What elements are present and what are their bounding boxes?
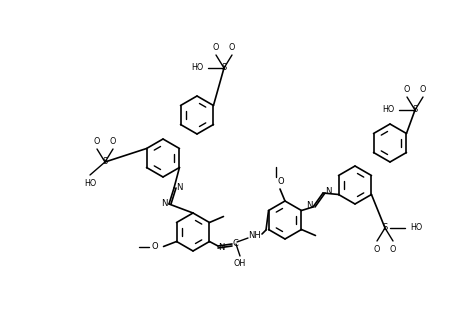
Text: O: O xyxy=(213,44,219,53)
Text: N: N xyxy=(218,243,224,252)
Text: O: O xyxy=(94,137,100,146)
Text: N: N xyxy=(325,187,331,196)
Text: OH: OH xyxy=(234,259,246,269)
Text: S: S xyxy=(382,223,388,233)
Text: HO: HO xyxy=(382,105,394,115)
Text: O: O xyxy=(229,44,235,53)
Text: O: O xyxy=(374,244,380,254)
Text: HO: HO xyxy=(84,178,96,187)
Text: O: O xyxy=(151,242,158,251)
Text: NH: NH xyxy=(248,232,260,240)
Text: N: N xyxy=(176,183,182,192)
Text: HO: HO xyxy=(191,64,203,73)
Text: S: S xyxy=(102,157,108,167)
Text: HO: HO xyxy=(410,223,422,233)
Text: S: S xyxy=(221,64,227,73)
Text: O: O xyxy=(420,85,426,95)
Text: C: C xyxy=(232,239,238,249)
Text: O: O xyxy=(278,177,284,187)
Text: S: S xyxy=(412,105,418,115)
Text: N: N xyxy=(161,199,167,208)
Text: O: O xyxy=(390,244,396,254)
Text: O: O xyxy=(110,137,116,146)
Text: N: N xyxy=(306,201,312,209)
Text: O: O xyxy=(404,85,410,95)
